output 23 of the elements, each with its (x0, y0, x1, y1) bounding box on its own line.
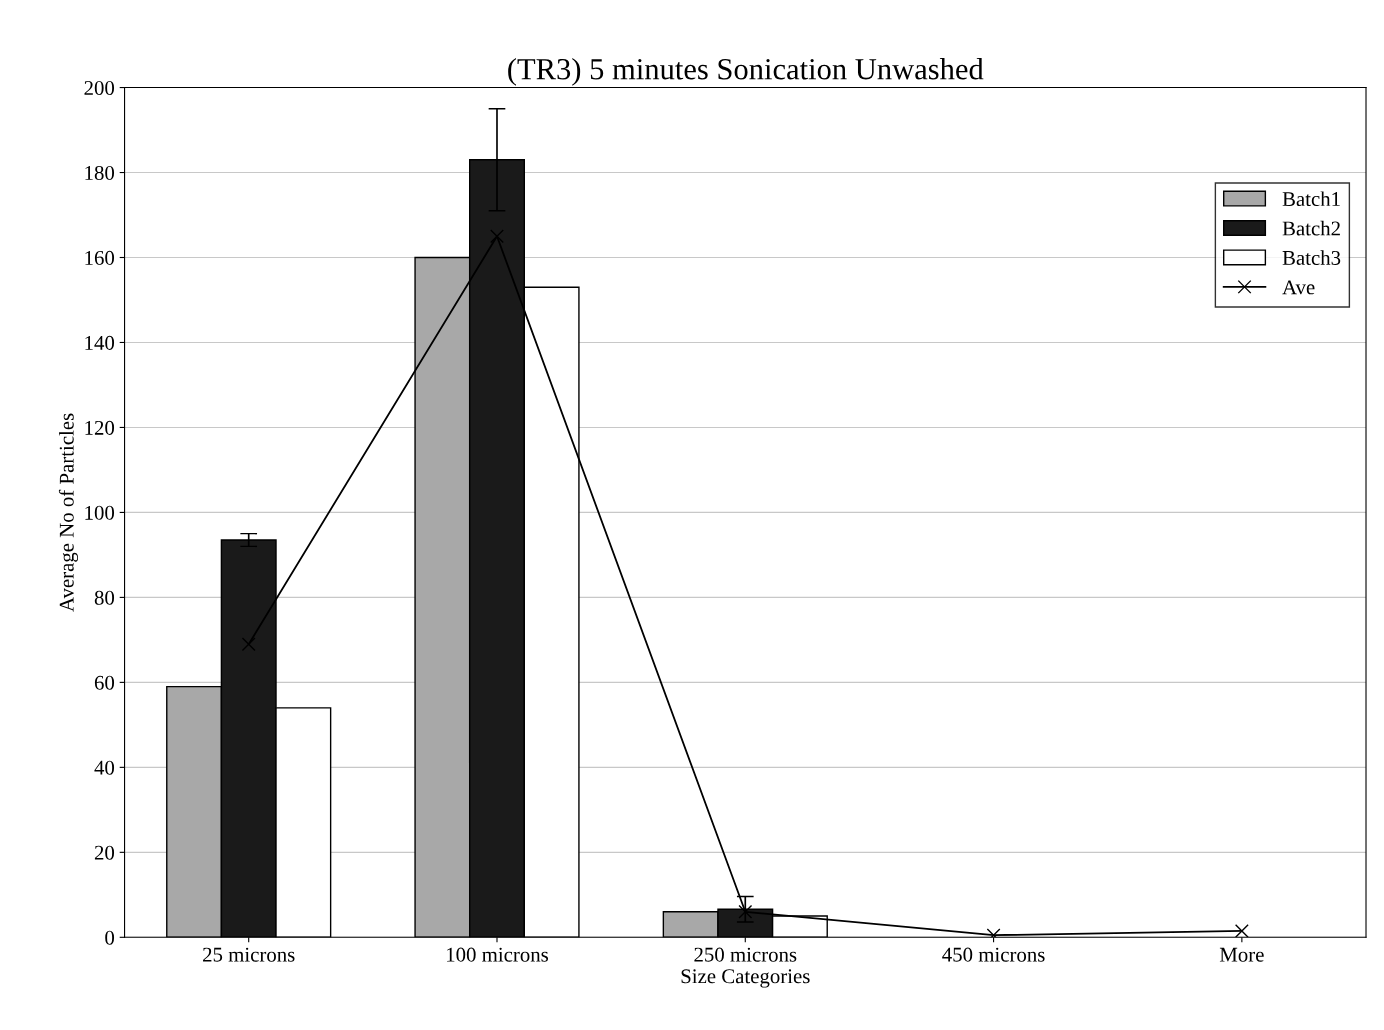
chart-title: (TR3) 5 minutes Sonication Unwashed (508, 58, 984, 86)
x-axis-title: Size Categories (681, 969, 810, 988)
x-tick-label: 100 microns (447, 947, 549, 962)
y-tick-label: 140 (85, 335, 115, 350)
y-tick-label: 200 (84, 80, 115, 95)
y-axis-title: Average No of Particles (58, 413, 79, 612)
y-tick-label: 80 (94, 590, 115, 605)
legend-label: Ave (1282, 280, 1315, 295)
x-tick-label: 250 microns (694, 947, 797, 962)
x-tick-label: More (1219, 947, 1264, 962)
y-tick-label: 180 (85, 165, 115, 180)
y-tick-label: 60 (94, 675, 115, 690)
y-tick-label: 40 (94, 760, 115, 775)
y-tick-label: 160 (85, 250, 115, 265)
legend-label: Batch2 (1282, 220, 1340, 236)
y-tick-label: 120 (85, 420, 115, 435)
y-tick-label: 20 (94, 845, 115, 860)
y-tick-label: 0 (105, 930, 115, 945)
x-tick-label: 25 microns (203, 947, 295, 962)
legend-label: Batch1 (1282, 191, 1340, 207)
y-tick-label: 100 (85, 505, 115, 520)
x-tick-label: 450 microns (942, 947, 1045, 962)
legend-label: Batch3 (1282, 250, 1341, 265)
